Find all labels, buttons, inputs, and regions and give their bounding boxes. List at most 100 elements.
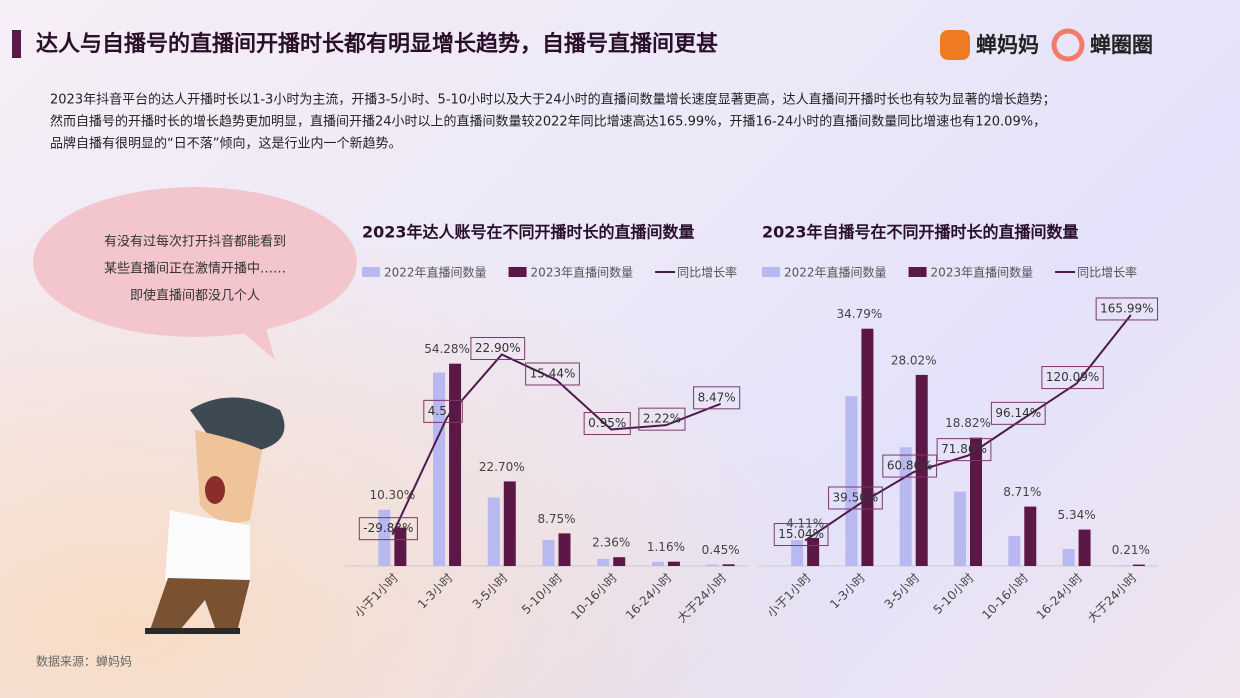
label-box xyxy=(828,486,883,510)
bar xyxy=(449,363,462,566)
bar xyxy=(613,557,626,566)
bar xyxy=(558,533,571,566)
title-marker xyxy=(12,30,21,58)
bar-value-label: 2.36% xyxy=(592,536,630,550)
bar xyxy=(433,372,446,566)
bar xyxy=(1078,529,1091,566)
bar xyxy=(845,396,858,566)
growth-value-label: -29.83% xyxy=(363,521,413,535)
growth-label: 15.04% xyxy=(773,523,829,547)
growth-label: 39.50% xyxy=(828,486,883,510)
legend-swatch xyxy=(908,267,927,277)
label-box xyxy=(638,407,686,431)
legend-label: 同比增长率 xyxy=(1077,265,1137,280)
bar xyxy=(970,437,982,566)
intro-line: 然而自播号的开播时长的增长趋势更加明显，直播间开播24小时以上的直播间数量较20… xyxy=(50,114,1046,130)
label-box xyxy=(525,362,580,386)
logo-icon xyxy=(1051,28,1085,62)
label-box xyxy=(693,386,741,410)
legend-swatch xyxy=(362,267,380,277)
label-box xyxy=(583,412,631,436)
growth-label: 2.22% xyxy=(638,407,686,431)
bar xyxy=(487,497,500,566)
growth-value-label: 2.22% xyxy=(643,412,681,426)
growth-label: 120.09% xyxy=(1041,366,1104,390)
bar-value-label: 5.34% xyxy=(1058,508,1096,522)
bar xyxy=(503,481,516,566)
bar xyxy=(1132,564,1145,566)
bar xyxy=(1024,506,1037,566)
growth-value-label: 165.99% xyxy=(1100,301,1153,315)
bar-value-label: 54.28% xyxy=(424,342,470,356)
bar xyxy=(597,558,610,566)
growth-line xyxy=(391,353,722,536)
bar xyxy=(954,491,966,566)
label-box xyxy=(358,517,418,541)
bar xyxy=(667,561,680,566)
growth-value-label: 71.86% xyxy=(941,442,987,456)
chart-title: 2023年达人账号在不同开播时长的直播间数量 xyxy=(362,223,695,242)
label-box xyxy=(1041,366,1104,390)
logo: 蝉妈妈 xyxy=(976,33,1039,57)
growth-value-label: 120.09% xyxy=(1046,370,1099,384)
page-title: 达人与自播号的直播间开播时长都有明显增长趋势，自播号直播间更甚 xyxy=(36,31,718,57)
growth-label: 60.86% xyxy=(882,454,938,478)
growth-label: -29.83% xyxy=(358,517,418,541)
growth-label: 15.44% xyxy=(525,362,580,386)
bar xyxy=(807,537,820,566)
growth-value-label: 96.14% xyxy=(995,406,1041,420)
label-box xyxy=(773,523,829,547)
bar xyxy=(1116,565,1129,566)
label-box xyxy=(423,399,463,423)
source: 数据来源：蝉妈妈 xyxy=(36,654,132,669)
bar-value-label: 0.21% xyxy=(1112,543,1150,557)
growth-label: 8.47% xyxy=(693,386,741,410)
growth-value-label: 4.5... xyxy=(428,404,459,418)
growth-label: 165.99% xyxy=(1095,297,1159,321)
growth-label: 96.14% xyxy=(990,401,1046,425)
growth-value-label: 15.04% xyxy=(778,527,824,541)
bar-value-label: 0.45% xyxy=(702,543,740,557)
legend-label: 2022年直播间数量 xyxy=(384,265,487,280)
growth-label: 22.90% xyxy=(470,337,526,361)
bubble-text: 有没有过每次打开抖音都能看到 xyxy=(104,234,286,250)
bar xyxy=(706,564,719,566)
growth-label: 4.5... xyxy=(423,399,463,423)
growth-label: 71.86% xyxy=(936,438,992,462)
label-box xyxy=(1095,297,1159,321)
growth-value-label: 0.95% xyxy=(588,416,626,430)
bar xyxy=(1062,548,1075,566)
bar xyxy=(378,509,391,566)
bar xyxy=(791,540,804,566)
bar-value-label: 8.75% xyxy=(537,512,575,526)
speech-bubble xyxy=(33,187,357,337)
intro-line: 品牌自播有很明显的“日不落”倾向，这是行业内一个新趋势。 xyxy=(50,136,401,152)
bar-value-label: 34.79% xyxy=(837,307,883,321)
label-box xyxy=(936,438,992,462)
bar xyxy=(1008,535,1021,566)
growth-value-label: 60.86% xyxy=(887,459,933,473)
legend-swatch xyxy=(762,267,780,277)
bar-value-label: 18.82% xyxy=(945,416,991,430)
bar xyxy=(722,564,735,566)
label-box xyxy=(990,401,1046,425)
logo-icon xyxy=(940,30,970,60)
growth-value-label: 39.50% xyxy=(833,490,879,504)
bar xyxy=(394,527,407,566)
legend-label: 2023年直播间数量 xyxy=(931,265,1034,280)
bar-value-label: 22.70% xyxy=(479,460,525,474)
bubble-text: 某些直播间正在激情开播中…… xyxy=(104,262,286,277)
label-box xyxy=(470,337,526,361)
character xyxy=(145,397,285,634)
bar-value-label: 28.02% xyxy=(891,353,937,367)
bar-value-label: 1.16% xyxy=(647,540,685,554)
label-box xyxy=(882,454,938,478)
bar xyxy=(861,328,874,566)
growth-value-label: 15.44% xyxy=(530,366,576,380)
growth-value-label: 8.47% xyxy=(698,390,736,404)
bar xyxy=(651,561,664,566)
intro-line: 2023年抖音平台的达人开播时长以1-3小时为主流，开播3-5小时、5-10小时… xyxy=(50,92,1056,108)
growth-value-label: 22.90% xyxy=(475,341,521,355)
logo: 蝉圈圈 xyxy=(1090,33,1153,57)
